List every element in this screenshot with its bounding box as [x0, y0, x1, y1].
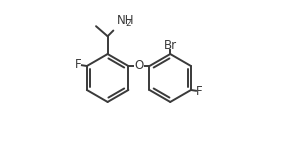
Text: F: F [196, 85, 203, 98]
Text: 2: 2 [125, 19, 131, 28]
Text: NH: NH [117, 14, 134, 27]
Text: Br: Br [164, 39, 177, 52]
Text: O: O [134, 59, 143, 72]
Text: F: F [75, 58, 82, 71]
